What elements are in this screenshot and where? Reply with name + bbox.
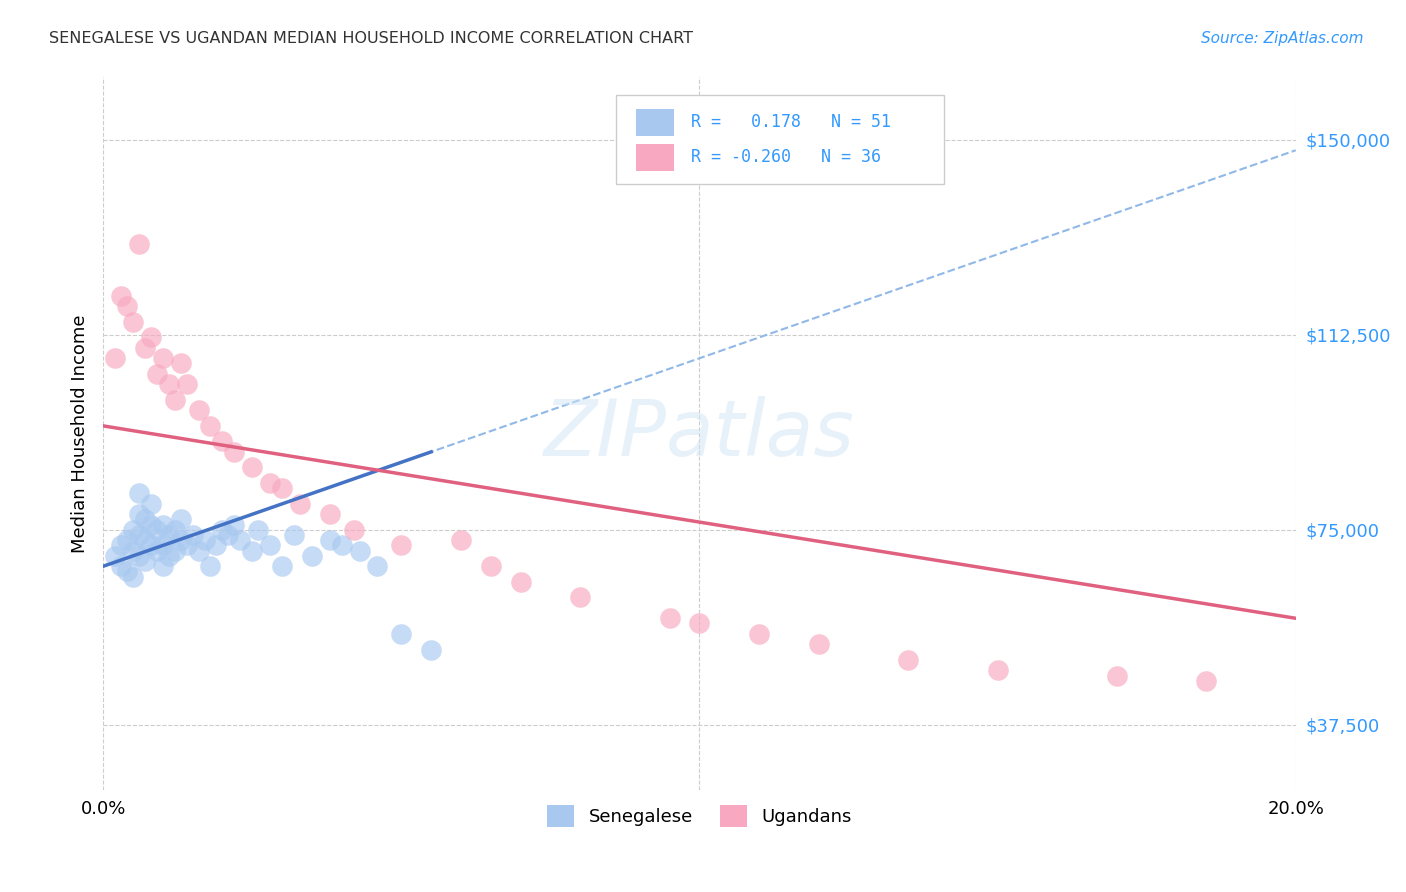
Point bbox=[146, 367, 169, 381]
Point bbox=[259, 476, 281, 491]
Point bbox=[211, 523, 233, 537]
Point bbox=[115, 533, 138, 548]
Text: ZIPatlas: ZIPatlas bbox=[544, 396, 855, 472]
Point bbox=[342, 523, 364, 537]
Point bbox=[224, 445, 246, 459]
Point bbox=[128, 486, 150, 500]
Point bbox=[688, 616, 710, 631]
Point bbox=[169, 533, 191, 548]
Point bbox=[389, 627, 412, 641]
Text: R =   0.178   N = 51: R = 0.178 N = 51 bbox=[692, 113, 891, 131]
Point bbox=[247, 523, 270, 537]
Point bbox=[128, 549, 150, 563]
Point bbox=[146, 543, 169, 558]
Point bbox=[115, 299, 138, 313]
Point bbox=[115, 565, 138, 579]
Point bbox=[152, 539, 174, 553]
Text: SENEGALESE VS UGANDAN MEDIAN HOUSEHOLD INCOME CORRELATION CHART: SENEGALESE VS UGANDAN MEDIAN HOUSEHOLD I… bbox=[49, 31, 693, 46]
Point bbox=[104, 351, 127, 366]
Point bbox=[319, 533, 342, 548]
Point bbox=[122, 570, 145, 584]
Point bbox=[807, 637, 830, 651]
Point bbox=[134, 341, 156, 355]
Point bbox=[128, 528, 150, 542]
Point bbox=[211, 434, 233, 449]
Point bbox=[110, 289, 132, 303]
Point bbox=[122, 523, 145, 537]
Point bbox=[134, 533, 156, 548]
Point bbox=[479, 559, 502, 574]
Point bbox=[163, 523, 186, 537]
Point bbox=[349, 543, 371, 558]
Point bbox=[259, 539, 281, 553]
Point bbox=[169, 356, 191, 370]
Point bbox=[319, 508, 342, 522]
Point bbox=[301, 549, 323, 563]
Point bbox=[163, 543, 186, 558]
Point bbox=[176, 377, 198, 392]
Point bbox=[181, 528, 204, 542]
Point bbox=[134, 512, 156, 526]
Point bbox=[139, 539, 162, 553]
Point bbox=[420, 642, 443, 657]
Point bbox=[152, 517, 174, 532]
Point bbox=[366, 559, 388, 574]
Point bbox=[146, 523, 169, 537]
Point bbox=[569, 591, 592, 605]
Point bbox=[224, 517, 246, 532]
Point bbox=[283, 528, 305, 542]
Point bbox=[163, 392, 186, 407]
Point bbox=[139, 517, 162, 532]
Point bbox=[110, 539, 132, 553]
Point bbox=[240, 543, 263, 558]
Point bbox=[200, 559, 222, 574]
Point bbox=[1195, 673, 1218, 688]
Legend: Senegalese, Ugandans: Senegalese, Ugandans bbox=[540, 797, 859, 834]
Point bbox=[509, 574, 531, 589]
Point bbox=[139, 330, 162, 344]
Point bbox=[200, 418, 222, 433]
Bar bbox=[637, 144, 675, 170]
Point bbox=[128, 508, 150, 522]
Point bbox=[152, 351, 174, 366]
Point bbox=[128, 236, 150, 251]
Point bbox=[389, 539, 412, 553]
Point bbox=[122, 315, 145, 329]
Point bbox=[193, 533, 215, 548]
Point bbox=[157, 377, 180, 392]
Text: Source: ZipAtlas.com: Source: ZipAtlas.com bbox=[1201, 31, 1364, 46]
Point bbox=[987, 663, 1010, 677]
Text: R = -0.260   N = 36: R = -0.260 N = 36 bbox=[692, 148, 882, 166]
Point bbox=[187, 403, 209, 417]
Point bbox=[169, 512, 191, 526]
Point bbox=[134, 554, 156, 568]
Point bbox=[748, 627, 770, 641]
Point bbox=[240, 460, 263, 475]
Point bbox=[450, 533, 472, 548]
Point bbox=[288, 497, 311, 511]
Point bbox=[152, 559, 174, 574]
FancyBboxPatch shape bbox=[616, 95, 943, 185]
Point bbox=[110, 559, 132, 574]
Point bbox=[229, 533, 252, 548]
Point bbox=[157, 549, 180, 563]
Bar bbox=[637, 109, 675, 136]
Point bbox=[104, 549, 127, 563]
Point bbox=[897, 653, 920, 667]
Point bbox=[122, 543, 145, 558]
Point bbox=[139, 497, 162, 511]
Point bbox=[187, 543, 209, 558]
Point bbox=[1105, 668, 1128, 682]
Point bbox=[176, 539, 198, 553]
Point bbox=[271, 559, 294, 574]
Point bbox=[271, 481, 294, 495]
Point bbox=[217, 528, 239, 542]
Point bbox=[330, 539, 353, 553]
Point bbox=[157, 528, 180, 542]
Point bbox=[205, 539, 228, 553]
Point bbox=[658, 611, 681, 625]
Y-axis label: Median Household Income: Median Household Income bbox=[72, 314, 89, 553]
